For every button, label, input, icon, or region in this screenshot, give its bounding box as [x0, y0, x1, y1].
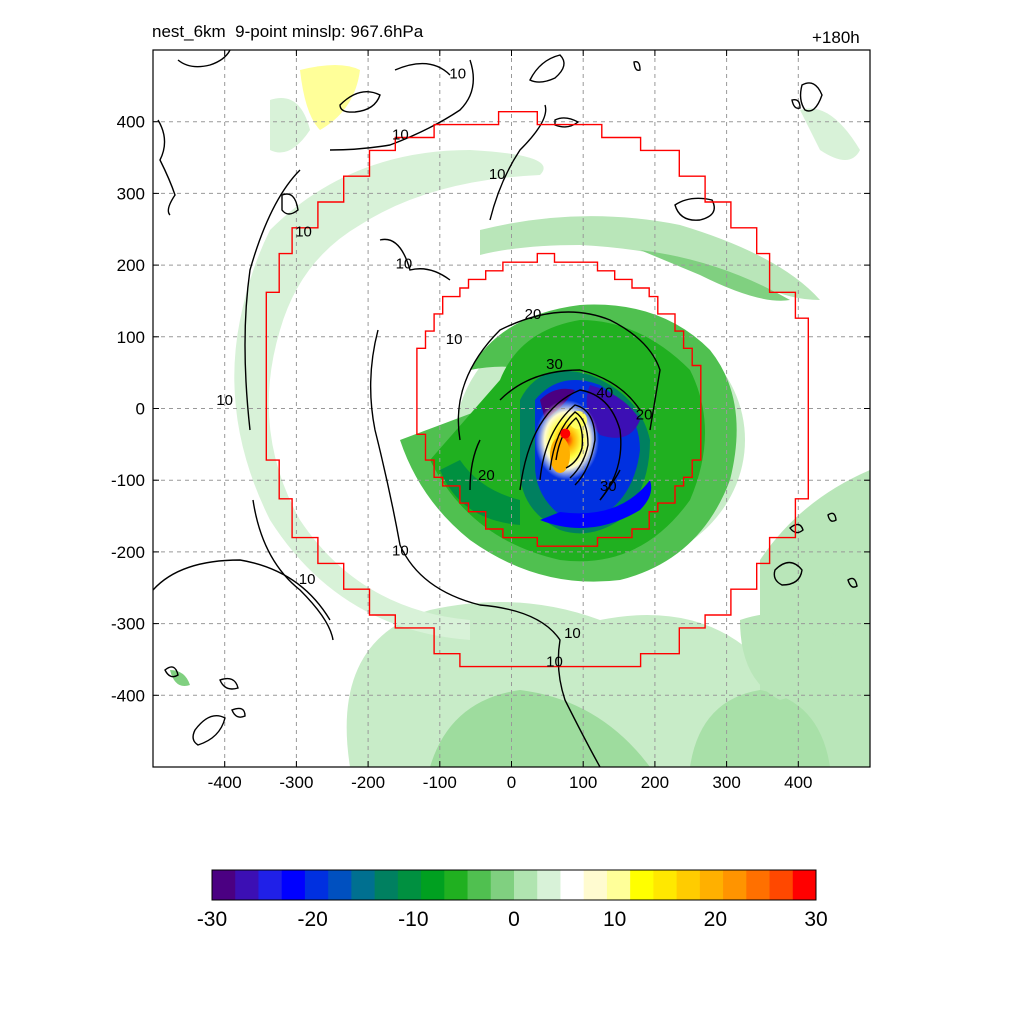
colorbar-swatch-18 [630, 870, 654, 900]
contour-label-0: 10 [216, 392, 233, 409]
forecast-hour-label: +180h [812, 28, 860, 47]
x-tick-label-1: -300 [279, 773, 313, 792]
colorbar-label-3: 0 [508, 908, 520, 931]
colorbar-swatch-0 [212, 870, 236, 900]
x-tick-label-7: 300 [712, 773, 740, 792]
contour-label-14: 30 [546, 356, 563, 373]
y-tick-label-1: 300 [117, 184, 145, 203]
colorbar: -30 -20 -10 0 10 20 30 [197, 869, 828, 931]
contour-label-10: 10 [546, 654, 563, 671]
y-tick-label-2: 200 [117, 256, 145, 275]
colorbar-swatch-20 [676, 870, 701, 900]
colorbar-swatch-21 [699, 870, 724, 900]
colorbar-swatch-13 [514, 870, 538, 900]
x-tick-label-3: -100 [423, 773, 457, 792]
colorbar-swatch-3 [281, 870, 306, 900]
x-axis: -400 -300 -200 -100 0 100 200 300 400 [208, 50, 812, 792]
contour-label-16: 40 [596, 385, 613, 402]
y-tick-label-6: -200 [111, 543, 145, 562]
contour-label-7: 10 [392, 542, 409, 559]
colorbar-swatch-11 [467, 870, 492, 900]
contour-label-3: 10 [446, 331, 463, 348]
x-tick-label-0: -400 [208, 773, 242, 792]
x-tick-label-8: 400 [784, 773, 812, 792]
y-tick-label-5: -100 [111, 471, 145, 490]
x-tick-label-2: -200 [351, 773, 385, 792]
contour-label-2: 10 [396, 256, 413, 273]
contour-label-13: 20 [636, 406, 653, 423]
y-tick-label-8: -400 [111, 686, 145, 705]
colorbar-label-5: 20 [704, 908, 727, 931]
contour-label-8: 10 [299, 571, 316, 588]
colorbar-swatch-16 [583, 870, 608, 900]
colorbar-swatch-25 [792, 870, 817, 900]
colorbar-swatch-6 [351, 870, 376, 900]
colorbar-swatch-2 [258, 870, 283, 900]
nest-boundaries [265, 111, 809, 668]
y-tick-label-0: 400 [117, 113, 145, 132]
x-tick-label-4: 0 [507, 773, 516, 792]
colorbar-swatch-4 [304, 870, 329, 900]
contour-label-5: 10 [449, 66, 466, 83]
contour-label-6: 10 [489, 166, 506, 183]
colorbar-label-1: -20 [297, 908, 327, 931]
y-tick-label-3: 100 [117, 328, 145, 347]
colorbar-label-4: 10 [603, 908, 626, 931]
y-tick-label-4: 0 [136, 400, 145, 419]
colorbar-swatch-23 [746, 870, 771, 900]
colorbar-swatch-14 [537, 870, 561, 900]
storm-center-marker [560, 428, 571, 439]
colorbar-swatch-12 [490, 870, 515, 900]
contour-label-1: 10 [295, 223, 312, 240]
chart-title: nest_6km 9-point minslp: 967.6hPa [152, 22, 424, 41]
colorbar-swatch-24 [769, 870, 794, 900]
contour-lines [153, 50, 858, 767]
x-tick-label-5: 100 [569, 773, 597, 792]
colorbar-swatch-19 [653, 870, 678, 900]
colorbar-swatch-7 [374, 870, 399, 900]
contour-label-4: 10 [392, 127, 409, 144]
colorbar-swatch-1 [235, 870, 259, 900]
contour-label-11: 20 [525, 306, 542, 323]
x-tick-label-6: 200 [641, 773, 669, 792]
contour-label-15: 30 [600, 478, 617, 495]
colorbar-label-0: -30 [197, 908, 227, 931]
colorbar-frame [211, 869, 817, 901]
colorbar-swatch-17 [606, 870, 631, 900]
colorbar-swatch-8 [397, 870, 422, 900]
y-tick-label-7: -300 [111, 615, 145, 634]
outer-nest-boundary [265, 111, 809, 668]
y-axis: 400 300 200 100 0 -100 -200 -300 -400 [111, 113, 870, 705]
inner-nest-boundary [416, 252, 702, 547]
colorbar-swatch-10 [444, 870, 469, 900]
contour-label-9: 10 [564, 625, 581, 642]
colorbar-label-6: 30 [804, 908, 827, 931]
colorbar-swatch-5 [328, 870, 352, 900]
colorbar-label-2: -10 [398, 908, 428, 931]
colorbar-swatch-22 [723, 870, 747, 900]
colorbar-swatch-9 [421, 870, 445, 900]
colorbar-swatch-15 [560, 870, 585, 900]
contour-label-12: 20 [478, 467, 495, 484]
